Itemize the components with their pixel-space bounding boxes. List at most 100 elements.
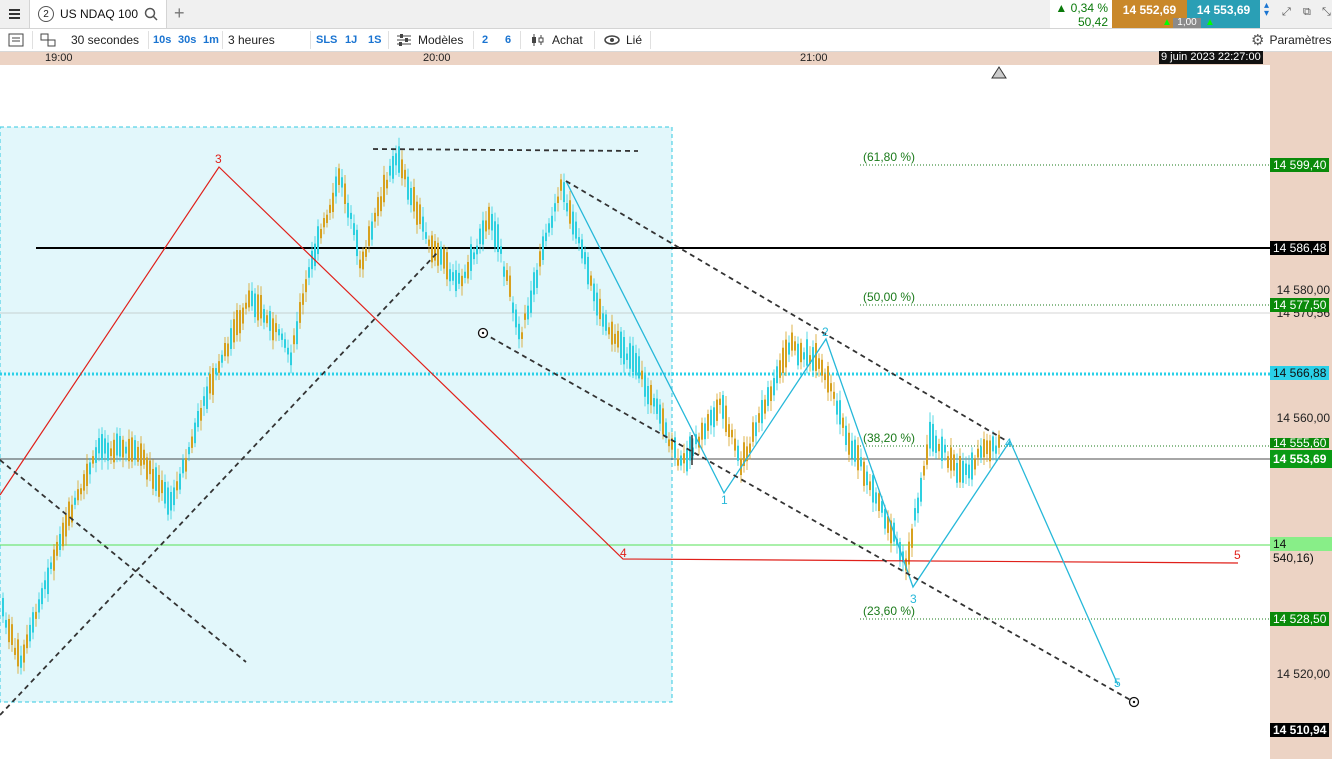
candle — [953, 454, 955, 471]
ask-price: 14 553,69 — [1196, 3, 1251, 17]
candle — [686, 448, 688, 472]
red-wave-label-4: 4 — [620, 546, 627, 560]
candle — [359, 259, 361, 269]
candle — [161, 480, 163, 494]
candle — [947, 456, 949, 468]
candle — [71, 504, 73, 523]
candle — [977, 448, 979, 458]
channel-top-line[interactable] — [565, 180, 1006, 441]
instrument-tab[interactable]: 2 US NDAQ 100 — [30, 0, 167, 28]
candle — [125, 446, 127, 454]
range-1s-button[interactable]: 1S — [368, 34, 382, 46]
expand-icon[interactable]: ⤢ — [1282, 6, 1291, 18]
linked-label: Lié — [626, 33, 643, 47]
candle — [275, 323, 277, 333]
add-tab-button[interactable]: + — [174, 3, 185, 23]
candle — [695, 434, 697, 445]
interval-10s-button[interactable]: 10s — [153, 34, 172, 46]
candle — [248, 290, 250, 308]
trendline-up[interactable] — [0, 252, 438, 716]
candle — [917, 497, 919, 514]
interval-select[interactable]: 30 secondes — [71, 33, 140, 47]
candle — [122, 439, 124, 458]
grid-icon[interactable] — [40, 29, 56, 51]
range-sls-button[interactable]: SLS — [316, 34, 338, 46]
candle — [647, 385, 649, 405]
candle — [872, 475, 874, 503]
chart-2-button[interactable]: 2 — [482, 34, 489, 46]
buy-button[interactable]: Achat — [530, 29, 583, 51]
candle — [317, 226, 319, 255]
candle — [44, 580, 46, 590]
interval-1m-button[interactable]: 1m — [203, 34, 219, 46]
candle — [356, 229, 358, 257]
candle — [242, 307, 244, 324]
candle — [266, 315, 268, 324]
fullscreen-icon[interactable]: ⤡ — [1322, 6, 1331, 18]
selection-box[interactable] — [0, 126, 673, 703]
candle — [149, 460, 151, 475]
red-wave-label-5: 5 — [1234, 548, 1241, 562]
candle — [863, 461, 865, 486]
hamburger-menu-button[interactable] — [0, 0, 30, 28]
candle — [845, 425, 847, 445]
channel-bottom-line[interactable] — [482, 332, 1135, 703]
candle — [443, 248, 445, 269]
candle — [392, 155, 394, 179]
search-icon[interactable] — [144, 7, 158, 21]
candle — [398, 146, 400, 173]
range-select[interactable]: 3 heures — [228, 33, 275, 47]
candle — [848, 432, 850, 455]
candle — [596, 292, 598, 316]
cyan-wave-line[interactable] — [565, 180, 1119, 686]
candle — [533, 272, 535, 295]
candle — [749, 443, 751, 454]
candle — [989, 440, 991, 462]
candle — [299, 302, 301, 323]
trendline-top[interactable] — [372, 148, 639, 152]
candle — [113, 439, 115, 463]
candle — [170, 492, 172, 511]
settings-button[interactable]: ⚙ Paramètres — [1251, 29, 1331, 51]
candle — [281, 333, 283, 340]
menu-icon — [9, 13, 20, 15]
candle — [347, 202, 349, 218]
candle — [983, 439, 985, 458]
candle — [890, 520, 892, 544]
price-chart[interactable] — [0, 65, 1270, 759]
candle — [485, 220, 487, 232]
fib-label-618: (61,80 %) — [863, 150, 916, 164]
candle — [176, 481, 178, 491]
linked-button[interactable]: Lié — [604, 29, 642, 51]
popout-icon[interactable]: ⧉ — [1303, 6, 1311, 18]
candle — [992, 436, 994, 452]
candle — [98, 438, 100, 454]
candle — [743, 442, 745, 466]
sort-icon[interactable]: ▴ ▾ — [1264, 0, 1270, 19]
candle — [935, 435, 937, 453]
candle — [779, 360, 781, 378]
candle — [617, 330, 619, 348]
candle — [566, 203, 568, 212]
candle — [830, 383, 832, 392]
layout-icon[interactable] — [8, 29, 24, 51]
candle — [875, 492, 877, 504]
candle — [20, 655, 22, 668]
up-arrow-icon: ▲ — [1162, 17, 1172, 28]
chart-6-button[interactable]: 6 — [505, 34, 512, 46]
candle — [656, 398, 658, 414]
cyan-wave-label-4: 4 — [1005, 436, 1012, 450]
red-wave-label-3: 3 — [215, 152, 222, 166]
interval-30s-button[interactable]: 30s — [178, 34, 197, 46]
candle — [575, 221, 577, 239]
tab-number-badge: 2 — [38, 6, 54, 22]
fib-618-badge: 14 599,40 — [1270, 158, 1330, 172]
candle — [701, 422, 703, 440]
trendline-cross[interactable] — [0, 459, 247, 663]
alert-marker-icon[interactable] — [991, 66, 1007, 79]
candle — [470, 244, 472, 271]
models-button[interactable]: Modèles — [396, 29, 463, 51]
range-1j-button[interactable]: 1J — [345, 34, 358, 46]
candle — [614, 333, 616, 344]
candle — [83, 474, 85, 491]
